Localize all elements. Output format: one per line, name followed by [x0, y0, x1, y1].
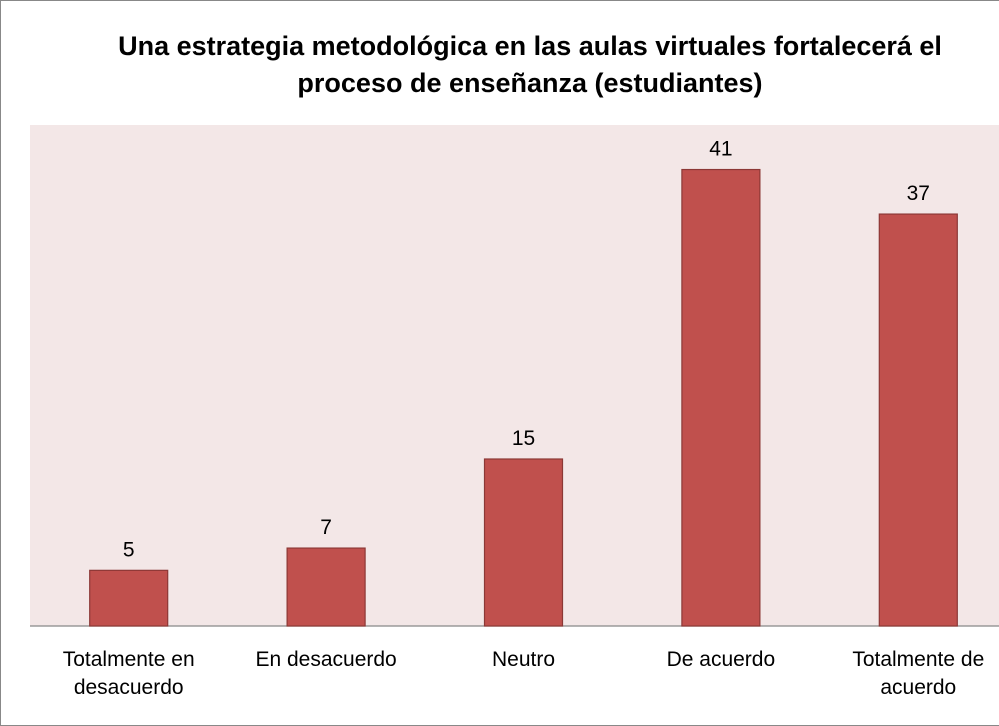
bar: [89, 569, 169, 627]
x-tick-label: Totalmente de acuerdo: [852, 648, 985, 699]
x-tick-label: En desacuerdo: [255, 648, 397, 671]
x-tick-label: De acuerdo: [666, 648, 776, 671]
data-label: 7: [320, 516, 332, 539]
data-label: 5: [123, 538, 135, 561]
data-label: 15: [512, 427, 535, 450]
x-tick-label: Neutro: [491, 648, 556, 671]
chart-title: Una estrategia metodológica en las aulas…: [118, 31, 942, 98]
bar: [483, 458, 564, 627]
x-tick-label: Totalmente en desacuerdo: [62, 648, 195, 699]
data-label: 37: [907, 182, 930, 205]
bar: [878, 213, 958, 627]
bar: [286, 547, 366, 627]
bar: [681, 168, 761, 627]
data-label: 41: [709, 138, 732, 161]
